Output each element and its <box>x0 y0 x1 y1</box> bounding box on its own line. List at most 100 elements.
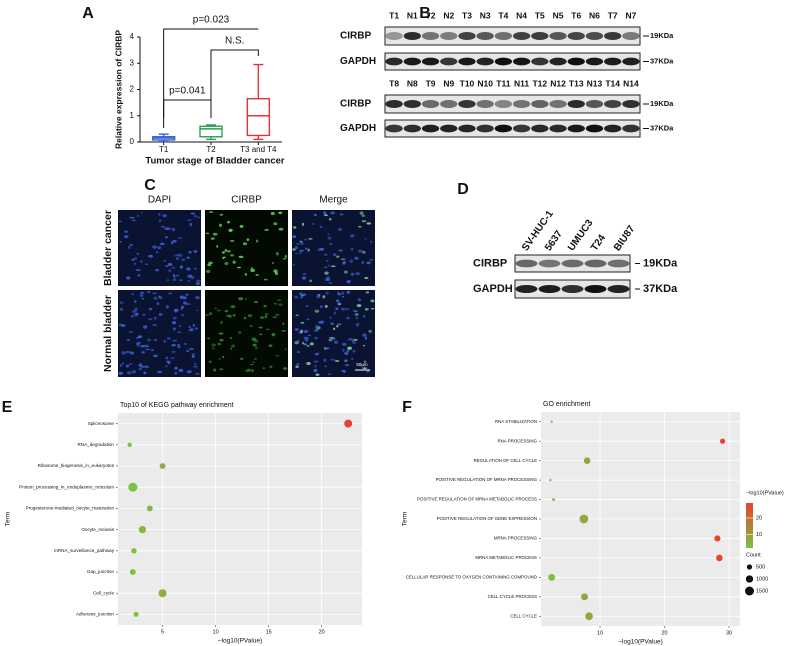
cell <box>182 296 187 300</box>
blot-band <box>607 284 630 294</box>
x-tick-label: 30 <box>726 630 732 636</box>
cell <box>310 342 314 346</box>
cell <box>121 362 124 365</box>
cell <box>211 343 217 347</box>
cell <box>140 365 146 368</box>
cell <box>156 302 160 305</box>
cell <box>363 344 366 347</box>
x-axis-label: −log10(PValue) <box>618 639 663 646</box>
x-tick-label: T3 and T4 <box>240 145 277 154</box>
cell <box>362 333 367 337</box>
dot <box>146 505 153 512</box>
cell <box>205 232 210 235</box>
cell <box>324 253 328 257</box>
cell <box>338 249 343 252</box>
cell <box>205 269 211 274</box>
blot-band <box>561 259 584 268</box>
cell <box>361 220 367 223</box>
cell <box>263 304 267 308</box>
cell <box>344 359 348 362</box>
blot-band <box>531 31 549 41</box>
cell <box>188 328 192 332</box>
cell <box>284 348 287 350</box>
cell <box>304 238 308 241</box>
cell <box>253 357 258 360</box>
cell <box>316 294 321 299</box>
x-tick-label: 10 <box>213 629 219 635</box>
cell <box>253 300 259 304</box>
cell <box>333 340 339 344</box>
cell <box>264 228 269 231</box>
cell <box>299 330 303 334</box>
blot-band <box>476 57 494 66</box>
cell <box>238 297 244 301</box>
cell <box>130 315 134 318</box>
cell <box>219 368 224 371</box>
cell <box>189 222 193 227</box>
cell <box>308 237 313 240</box>
cell <box>292 264 296 266</box>
lane-label: N14 <box>623 78 639 88</box>
dot <box>716 554 723 562</box>
cell <box>242 242 248 246</box>
lane-label: N2 <box>443 10 454 20</box>
cell <box>179 295 184 299</box>
cell <box>195 296 200 300</box>
cell <box>167 360 171 365</box>
cell <box>366 261 371 265</box>
cell <box>361 214 366 217</box>
cell <box>144 325 147 328</box>
cell <box>300 241 304 245</box>
cell <box>194 362 197 365</box>
cell <box>346 290 351 294</box>
cell <box>208 360 212 363</box>
cell <box>177 343 181 347</box>
x-tick-label: T2 <box>206 145 216 154</box>
cell <box>139 291 145 295</box>
cell <box>195 372 200 375</box>
cell <box>131 219 136 222</box>
dot <box>583 457 591 464</box>
blot-band <box>440 31 458 41</box>
cell <box>343 370 346 374</box>
cell <box>137 335 143 339</box>
cell <box>133 262 137 265</box>
significance-bracket <box>210 49 259 112</box>
cell <box>323 211 327 215</box>
cell <box>229 337 233 339</box>
cell <box>329 336 334 339</box>
cell <box>216 245 219 248</box>
cell <box>337 323 342 326</box>
cell <box>281 329 286 332</box>
lane-label: T8 <box>389 78 399 88</box>
cell <box>323 214 328 217</box>
cell <box>251 369 254 373</box>
dot <box>129 569 136 575</box>
cell <box>250 267 253 270</box>
cell <box>147 291 151 293</box>
cell <box>144 263 149 266</box>
cell <box>145 348 150 351</box>
y-tick-label: 1 <box>130 111 135 120</box>
row-label: CIRBP <box>340 31 371 42</box>
cell <box>186 303 191 305</box>
cell <box>305 305 309 307</box>
blot-band <box>385 99 403 109</box>
cell <box>255 239 259 243</box>
blot-band <box>494 57 513 66</box>
y-tick-label: POSITIVE REGULATION OF MRNA METABOLIC PR… <box>417 497 537 502</box>
cell <box>338 227 342 231</box>
cell <box>224 261 229 266</box>
cell <box>301 222 305 226</box>
cell <box>354 256 359 260</box>
cell <box>160 225 165 228</box>
cell <box>186 256 191 259</box>
cell <box>221 355 225 359</box>
x-tick-label: 15 <box>266 629 272 635</box>
cell <box>232 314 236 317</box>
cell <box>193 365 198 368</box>
blot-band <box>549 124 567 133</box>
legend-label: 1500 <box>756 588 768 594</box>
cell <box>140 345 145 348</box>
cell <box>237 266 241 269</box>
